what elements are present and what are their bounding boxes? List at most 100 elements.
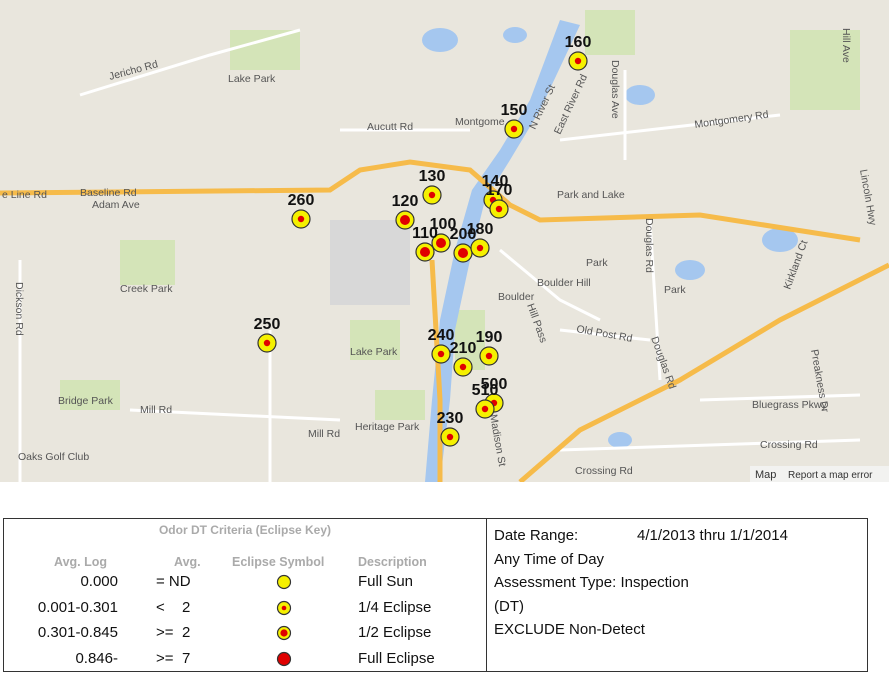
info-line: Any Time of Day <box>494 550 605 568</box>
legend-symbol <box>276 574 292 590</box>
map-label: Boulder Hill <box>537 277 591 289</box>
legend-symbol <box>276 600 292 615</box>
symbol-core <box>459 363 467 371</box>
symbol-core <box>437 350 445 358</box>
marker-label: 510 <box>472 382 499 399</box>
site-marker[interactable] <box>453 357 473 377</box>
symbol-core <box>446 433 454 441</box>
symbol-core <box>458 248 468 258</box>
info-panel: Date Range: 4/1/2013 thru 1/1/2014 Any Ti… <box>486 518 868 672</box>
site-marker[interactable] <box>395 210 415 230</box>
legend-log: 0.301-0.845 <box>37 624 118 641</box>
symbol-fill <box>276 651 292 666</box>
site-marker[interactable] <box>504 119 524 139</box>
legend-avg: 2 <box>182 624 191 641</box>
map-label: Boulder <box>498 291 535 303</box>
date-label: Date Range: <box>494 527 579 544</box>
map-label: Heritage Park <box>355 421 420 433</box>
legend-op: < <box>156 598 165 616</box>
legend-description: 1/2 Eclipse <box>358 624 432 641</box>
legend-avg: 2 <box>182 598 191 616</box>
legend-title: Odor DT Criteria (Eclipse Key) <box>158 523 332 537</box>
parks <box>60 10 860 420</box>
site-marker[interactable] <box>257 333 277 353</box>
site-marker[interactable] <box>479 346 499 366</box>
eclipse-symbol <box>276 651 292 666</box>
eclipse-symbol <box>276 625 292 641</box>
info-line: (DT) <box>494 597 524 615</box>
symbol-core <box>495 205 503 213</box>
site-marker[interactable] <box>422 185 442 205</box>
site-marker[interactable] <box>431 233 451 253</box>
legend-header: Avg. Log <box>54 555 108 569</box>
map-label: Lake Park <box>350 346 398 358</box>
map-label: Lake Park <box>228 73 276 85</box>
map-label: Douglas Rd <box>643 218 655 273</box>
map-label: Bridge Park <box>58 395 114 407</box>
symbol-core <box>436 238 446 248</box>
symbol-core <box>280 629 288 637</box>
legend: Odor DT Criteria (Eclipse Key) Avg. Log A… <box>3 518 487 672</box>
symbol-core <box>574 57 582 65</box>
map-label: Park <box>664 284 686 296</box>
symbol-core <box>510 125 518 133</box>
legend-symbol <box>276 651 292 666</box>
site-marker[interactable] <box>440 427 460 447</box>
legend-op: = ND <box>156 573 191 590</box>
legend-avg: 7 <box>182 649 191 667</box>
marker-label: 170 <box>486 182 513 199</box>
legend-log: 0.001-0.301 <box>37 598 118 616</box>
marker-label: 230 <box>437 410 464 427</box>
site-marker[interactable] <box>489 199 509 219</box>
legend-description: Full Sun <box>358 573 414 590</box>
map-label: Hill Ave <box>840 28 852 63</box>
marker-label: 250 <box>254 316 281 333</box>
site-marker[interactable] <box>568 51 588 71</box>
map-label: Aucutt Rd <box>367 121 413 133</box>
info-line: EXCLUDE Non-Detect <box>494 621 645 638</box>
marker-label: 190 <box>476 329 503 346</box>
legend-description: 1/4 Eclipse <box>358 598 432 616</box>
symbol-core <box>400 215 410 225</box>
site-marker[interactable] <box>291 209 311 229</box>
date-row: Date Range: 4/1/2013 thru 1/1/2014 <box>494 527 867 551</box>
legend-header: Eclipse Symbol <box>232 555 325 569</box>
symbol-core <box>420 247 430 257</box>
map-label: Crossing Rd <box>575 465 633 477</box>
map-label: Park <box>586 257 608 269</box>
marker-label: 150 <box>501 102 528 119</box>
legend-description: Full Eclipse <box>358 649 435 667</box>
site-marker[interactable] <box>475 399 495 419</box>
site-marker[interactable] <box>470 238 490 258</box>
site-marker[interactable] <box>415 242 435 262</box>
symbol-core <box>297 215 305 223</box>
attribution-bar <box>750 466 889 482</box>
marker-label: 110 <box>412 225 438 242</box>
map-label: Mill Rd <box>308 428 340 440</box>
marker-label: 240 <box>428 327 455 344</box>
site-marker[interactable] <box>453 243 473 263</box>
marker-label: 200 <box>450 226 477 243</box>
symbol-core <box>428 191 436 199</box>
map-label: Montgome <box>455 116 505 128</box>
info-line: Assessment Type: Inspection <box>494 574 689 591</box>
date-value: 4/1/2013 thru 1/1/2014 <box>637 527 788 544</box>
map-label: Crossing Rd <box>760 439 818 451</box>
map-label: Douglas Ave <box>609 60 621 119</box>
report-link[interactable]: Report a map error <box>788 470 873 481</box>
marker-label: 120 <box>392 193 419 210</box>
marker-label: 260 <box>288 192 315 209</box>
symbol-core <box>485 352 493 360</box>
marker-label: 160 <box>565 34 592 51</box>
symbol-core <box>481 405 489 413</box>
marker-label: 140 <box>482 173 509 190</box>
legend-header: Avg. <box>174 555 201 569</box>
map-label: e Line Rd <box>2 189 47 201</box>
legend-op: >= <box>156 649 174 667</box>
marker-label: 100 <box>430 216 457 233</box>
map-label: Dickson Rd <box>13 282 25 336</box>
highways <box>0 159 889 482</box>
site-marker[interactable] <box>431 344 451 364</box>
